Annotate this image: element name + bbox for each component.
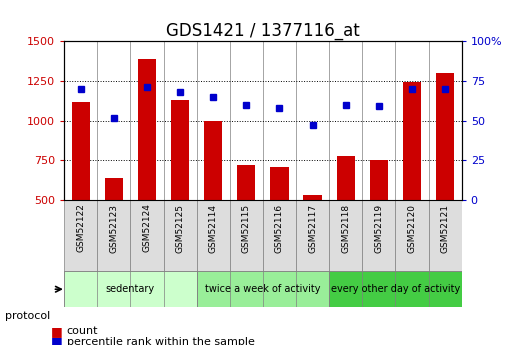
- Bar: [370, 159, 388, 200]
- Bar: [403, 82, 421, 200]
- FancyBboxPatch shape: [230, 200, 263, 272]
- FancyBboxPatch shape: [362, 200, 396, 272]
- FancyBboxPatch shape: [64, 200, 97, 272]
- FancyBboxPatch shape: [97, 200, 130, 272]
- FancyBboxPatch shape: [196, 272, 329, 307]
- Text: twice a week of activity: twice a week of activity: [205, 284, 321, 294]
- Text: ■: ■: [51, 335, 63, 345]
- Text: GSM52119: GSM52119: [374, 204, 383, 253]
- FancyBboxPatch shape: [329, 200, 362, 272]
- Text: GSM52117: GSM52117: [308, 204, 317, 253]
- Title: GDS1421 / 1377116_at: GDS1421 / 1377116_at: [166, 22, 360, 40]
- Text: percentile rank within the sample: percentile rank within the sample: [67, 337, 254, 345]
- Text: GSM52123: GSM52123: [109, 204, 119, 253]
- Text: GSM52122: GSM52122: [76, 204, 85, 253]
- Bar: [237, 165, 255, 200]
- Bar: [138, 59, 156, 200]
- Text: GSM52120: GSM52120: [407, 204, 417, 253]
- Bar: [204, 121, 222, 200]
- FancyBboxPatch shape: [329, 272, 462, 307]
- Bar: [270, 167, 289, 200]
- Bar: [105, 178, 123, 200]
- Bar: [72, 102, 90, 200]
- Bar: [337, 156, 355, 200]
- Text: GSM52114: GSM52114: [209, 204, 218, 253]
- Text: GSM52125: GSM52125: [175, 204, 185, 253]
- Bar: [304, 195, 322, 200]
- FancyBboxPatch shape: [428, 200, 462, 272]
- FancyBboxPatch shape: [263, 200, 296, 272]
- FancyBboxPatch shape: [164, 200, 196, 272]
- Text: GSM52124: GSM52124: [143, 204, 151, 253]
- Text: GSM52121: GSM52121: [441, 204, 449, 253]
- FancyBboxPatch shape: [196, 200, 230, 272]
- Text: every other day of activity: every other day of activity: [331, 284, 460, 294]
- Text: sedentary: sedentary: [106, 284, 155, 294]
- FancyBboxPatch shape: [296, 200, 329, 272]
- Text: GSM52116: GSM52116: [275, 204, 284, 253]
- Text: ■: ■: [51, 325, 63, 338]
- FancyBboxPatch shape: [64, 272, 196, 307]
- Text: GSM52118: GSM52118: [341, 204, 350, 253]
- Text: count: count: [67, 326, 98, 336]
- Text: protocol: protocol: [5, 311, 50, 321]
- FancyBboxPatch shape: [396, 200, 428, 272]
- FancyBboxPatch shape: [130, 200, 164, 272]
- Bar: [171, 100, 189, 200]
- Bar: [436, 73, 454, 200]
- Text: GSM52115: GSM52115: [242, 204, 251, 253]
